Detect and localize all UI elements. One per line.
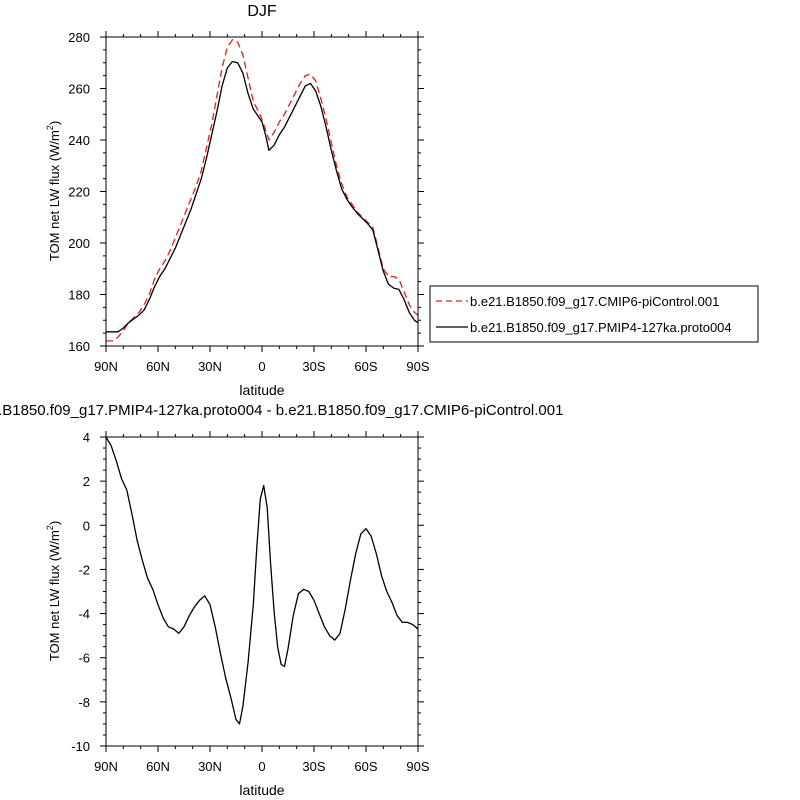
axis-ticks: 160 180 200 220 240 260 280 90N 60N 30N 0 30S 60S 90S	[68, 30, 430, 374]
x-tick-label: 30N	[198, 759, 222, 774]
series-line-1	[105, 436, 419, 725]
y-tick-label: -8	[78, 695, 90, 710]
svg-text:TOM net LW flux (W/m2): TOM net LW flux (W/m2)	[45, 121, 62, 261]
legend-entry-127ka: b.e21.B1850.f09_g17.PMIP4-127ka.proto004	[470, 320, 732, 335]
top-panel: DJF TOM net LW flux (W/m2) latitude 1601…	[45, 3, 430, 398]
y-tick-label: 200	[68, 236, 90, 251]
y-tick-label: 2	[83, 474, 90, 489]
x-axis-label: latitude	[239, 782, 284, 798]
x-axis-label: latitude	[239, 382, 284, 398]
x-tick-label: 90S	[406, 359, 429, 374]
legend: b.e21.B1850.f09_g17.CMIP6-piControl.001 …	[429, 285, 759, 343]
series-line-1	[106, 38, 419, 342]
y-tick-label: -6	[78, 651, 90, 666]
legend-box	[429, 285, 759, 343]
axis-ticks: -10 -8 -6 -4 -2 0 2 4 90N 60N 30N 0 30S 60S 90S	[71, 430, 430, 774]
y-tick-label: 260	[68, 82, 90, 97]
y-axis-label: TOM net LW flux (W/m2)	[45, 121, 62, 261]
plot-frame	[105, 36, 419, 347]
x-tick-label: 90S	[406, 759, 429, 774]
chart-title: b.e21.B1850.f09_g17.PMIP4-127ka.proto004…	[0, 402, 563, 419]
series-line-2	[106, 60, 419, 333]
legend-entry-piControl: b.e21.B1850.f09_g17.CMIP6-piControl.001	[470, 294, 719, 309]
x-tick-label: 60S	[354, 359, 377, 374]
y-tick-label: -2	[78, 562, 90, 577]
x-tick-label: 90N	[94, 759, 118, 774]
chart-title: DJF	[247, 3, 277, 20]
plot-lines	[105, 436, 419, 725]
x-tick-label: 0	[258, 359, 265, 374]
y-tick-label: -4	[78, 607, 90, 622]
y-tick-label: 280	[68, 30, 90, 45]
x-tick-label: 90N	[94, 359, 118, 374]
y-tick-label: 240	[68, 133, 90, 148]
x-tick-label: 30S	[302, 359, 325, 374]
y-tick-label: 180	[68, 288, 90, 303]
x-tick-label: 60N	[146, 759, 170, 774]
plot-frame	[105, 436, 419, 747]
y-tick-label: -10	[71, 739, 90, 754]
plot-lines	[106, 38, 419, 342]
y-tick-label: 0	[83, 518, 90, 533]
x-tick-label: 60S	[354, 759, 377, 774]
bottom-panel: b.e21.B1850.f09_g17.PMIP4-127ka.proto004…	[0, 402, 563, 798]
x-tick-label: 30N	[198, 359, 222, 374]
y-tick-label: 220	[68, 185, 90, 200]
y-tick-label: 4	[83, 430, 90, 445]
x-tick-label: 60N	[146, 359, 170, 374]
svg-text:TOM net LW flux (W/m2): TOM net LW flux (W/m2)	[45, 521, 62, 661]
x-tick-label: 0	[258, 759, 265, 774]
y-axis-label: TOM net LW flux (W/m2)	[45, 521, 62, 661]
x-tick-label: 30S	[302, 759, 325, 774]
y-tick-label: 160	[68, 339, 90, 354]
